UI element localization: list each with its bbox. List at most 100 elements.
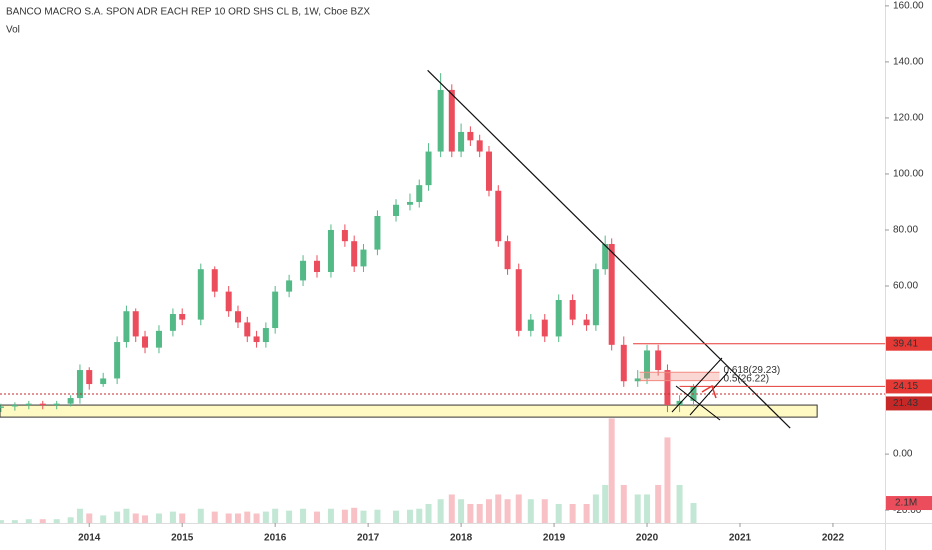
volume-bar [458, 499, 465, 523]
candle-body [569, 300, 576, 320]
candle-body [425, 151, 432, 186]
candle-body [25, 403, 32, 406]
volume-bar [169, 511, 176, 523]
volume-bar [495, 494, 502, 523]
x-tick-label: 2015 [171, 533, 194, 544]
candle-body [476, 140, 483, 152]
candle-body [351, 241, 358, 267]
volume-bar [406, 509, 413, 523]
candle-body [142, 336, 149, 348]
volume-bar [262, 511, 269, 523]
volume-bar [608, 418, 615, 523]
volume-bar [300, 508, 307, 523]
volume-bar [515, 494, 522, 523]
y-tick-label: 140.00 [893, 57, 924, 68]
candle-body [644, 350, 651, 379]
drawing-line [671, 357, 723, 413]
candle-body [76, 370, 83, 399]
candle-body [602, 243, 609, 270]
candle-body [620, 344, 627, 382]
drawing-arrow [701, 384, 717, 399]
candle-body [11, 405, 18, 407]
volume-bar [197, 508, 204, 523]
volume-bar [25, 519, 32, 523]
y-tick-label: 0.00 [893, 449, 913, 460]
candle-body [262, 328, 269, 343]
candle-body [225, 291, 232, 312]
candle-body [504, 241, 511, 270]
volume-bar [100, 515, 107, 523]
candle-body [416, 185, 423, 202]
candle-body [655, 350, 662, 371]
candle-body [67, 398, 74, 404]
volume-bar [437, 499, 444, 523]
candle-body [608, 243, 615, 345]
volume-bar [234, 513, 241, 523]
candle-body [253, 336, 260, 343]
volume-bar [634, 494, 641, 523]
volume-bar [327, 508, 334, 523]
candle-body [327, 229, 334, 273]
volume-bar [583, 503, 590, 523]
volume-bar [485, 499, 492, 523]
volume-bar [114, 511, 121, 523]
volume-bar [555, 503, 562, 523]
volume-bar [142, 515, 149, 523]
candle-body [0, 406, 4, 408]
candle-body [53, 403, 60, 406]
candle-body [169, 314, 176, 331]
volume-bar [179, 513, 186, 523]
candle-body [374, 215, 381, 250]
candle-body [100, 378, 107, 385]
chart-title: BANCO MACRO S.A. SPON ADR EACH REP 10 OR… [6, 7, 370, 18]
fib-band [639, 372, 720, 381]
candle-body [515, 269, 522, 331]
candle-body [244, 322, 251, 337]
drawing-line [689, 371, 729, 416]
volume-bar [341, 509, 348, 523]
candle-body [179, 314, 186, 320]
x-tick-label: 2016 [264, 533, 287, 544]
support-zone [0, 404, 818, 418]
candle-body [393, 204, 400, 216]
volume-price-label: 2.1M [895, 498, 917, 509]
volume-bar [0, 520, 4, 523]
candle-body [114, 342, 121, 379]
candle-body [448, 89, 455, 152]
volume-bar [11, 520, 18, 523]
volume-bar [86, 513, 93, 523]
volume-bar [602, 484, 609, 523]
level-price-box [886, 336, 932, 351]
level-price-label: 24.15 [893, 381, 918, 392]
drawing-line [675, 385, 721, 421]
candle-body [467, 131, 474, 141]
candle-body [360, 249, 367, 267]
volume-bar [39, 519, 46, 523]
candle-body [634, 378, 641, 382]
candle-body [211, 269, 218, 292]
volume-bar [416, 508, 423, 523]
candle-body [527, 319, 534, 331]
candle-body [583, 319, 590, 326]
volume-bar [676, 484, 683, 523]
volume-bar [620, 484, 627, 523]
level-price-box [886, 379, 932, 394]
volume-bar [592, 494, 599, 523]
volume-bar [425, 503, 432, 523]
level-price-label: 21.43 [893, 398, 918, 409]
volume-bar [351, 507, 358, 523]
volume-bar [225, 513, 232, 523]
volume-bar [690, 503, 697, 523]
x-tick-label: 2014 [78, 533, 101, 544]
volume-bar [393, 510, 400, 523]
candle-body [592, 269, 599, 326]
volume-bar [76, 508, 83, 523]
volume-bar [448, 494, 455, 523]
trendline [427, 69, 791, 429]
candle-body [485, 151, 492, 191]
y-tick-label: 80.00 [893, 225, 918, 236]
volume-bar [211, 511, 218, 523]
volume-bar [286, 510, 293, 523]
volume-bar [569, 503, 576, 523]
y-tick-label: 100.00 [893, 169, 924, 180]
